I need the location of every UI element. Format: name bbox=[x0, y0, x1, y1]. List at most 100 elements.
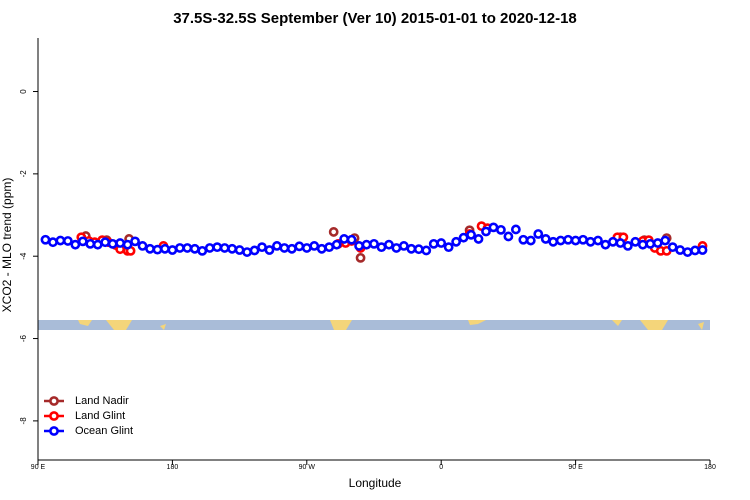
data-point bbox=[272, 241, 282, 251]
data-point bbox=[92, 239, 103, 250]
data-point bbox=[301, 243, 312, 253]
legend-marker bbox=[49, 426, 59, 436]
legend-marker bbox=[49, 411, 59, 421]
x-tick-label: 0 bbox=[439, 464, 443, 471]
data-point bbox=[204, 243, 215, 253]
data-point bbox=[48, 237, 58, 248]
data-point bbox=[690, 245, 700, 256]
data-point bbox=[533, 229, 544, 239]
data-point bbox=[570, 235, 581, 246]
data-point bbox=[600, 239, 611, 250]
y-axis-label: XCO2 - MLO trend (ppm) bbox=[0, 178, 14, 313]
data-point bbox=[107, 238, 118, 249]
data-point bbox=[189, 243, 200, 254]
y-tick-label: -6 bbox=[19, 334, 28, 342]
data-point bbox=[540, 234, 551, 244]
data-point bbox=[212, 242, 223, 253]
data-point bbox=[510, 224, 521, 235]
data-point bbox=[100, 237, 111, 248]
data-point bbox=[309, 241, 320, 251]
data-point bbox=[286, 243, 297, 254]
data-point bbox=[294, 241, 305, 252]
data-point bbox=[421, 245, 432, 256]
data-point bbox=[160, 243, 170, 254]
data-point bbox=[152, 244, 163, 255]
data-point bbox=[182, 243, 193, 253]
y-tick-label: 0 bbox=[19, 89, 28, 94]
legend: Land Nadir Land Glint Ocean Glint bbox=[44, 395, 133, 437]
data-point bbox=[167, 245, 178, 255]
data-point bbox=[70, 239, 81, 250]
map-strip bbox=[38, 320, 710, 330]
legend-marker bbox=[49, 396, 59, 406]
data-point bbox=[346, 234, 357, 245]
data-point bbox=[40, 234, 51, 245]
data-point bbox=[242, 247, 252, 257]
data-point bbox=[328, 227, 339, 237]
data-point bbox=[697, 245, 708, 255]
data-point bbox=[637, 239, 648, 250]
data-point bbox=[451, 236, 462, 247]
x-tick-label: 180 bbox=[167, 464, 179, 471]
x-axis-label: Longitude bbox=[349, 476, 402, 490]
data-point bbox=[563, 234, 574, 245]
data-point bbox=[324, 242, 335, 253]
data-point bbox=[77, 236, 88, 247]
data-point bbox=[369, 238, 379, 249]
data-point bbox=[413, 244, 424, 255]
data-point bbox=[354, 241, 364, 251]
data-point bbox=[555, 235, 566, 246]
data-point bbox=[585, 236, 596, 247]
legend-label: Ocean Glint bbox=[75, 425, 133, 437]
data-point bbox=[608, 236, 618, 247]
data-point bbox=[466, 229, 476, 240]
data-point bbox=[481, 226, 491, 237]
data-point bbox=[331, 239, 342, 250]
data-point bbox=[593, 235, 603, 246]
data-point bbox=[525, 235, 536, 246]
data-point bbox=[503, 231, 514, 242]
data-point bbox=[219, 243, 230, 253]
y-tick-label: -8 bbox=[19, 417, 28, 425]
data-point bbox=[473, 234, 484, 244]
data-point bbox=[443, 242, 454, 253]
x-tick-label: 90 E bbox=[568, 464, 583, 471]
data-point bbox=[675, 245, 686, 255]
data-point bbox=[667, 242, 678, 253]
x-tick-label: 90 E bbox=[31, 464, 46, 471]
data-point bbox=[115, 238, 126, 248]
data-point bbox=[398, 241, 409, 251]
data-point bbox=[458, 232, 469, 243]
data-point bbox=[615, 238, 626, 248]
y-tick-label: -4 bbox=[19, 252, 28, 260]
data-point bbox=[376, 242, 387, 253]
data-point bbox=[406, 243, 417, 254]
data-point bbox=[488, 222, 499, 233]
legend-label: Land Glint bbox=[75, 410, 125, 422]
data-point bbox=[682, 247, 693, 257]
data-point bbox=[130, 236, 140, 247]
x-tick-label: 90 W bbox=[299, 464, 316, 471]
data-point bbox=[316, 243, 327, 254]
data-point bbox=[55, 235, 66, 246]
data-point bbox=[518, 234, 529, 245]
data-point bbox=[145, 243, 155, 254]
data-point bbox=[622, 241, 633, 251]
x-tick-label: 180 bbox=[704, 464, 716, 471]
data-point bbox=[339, 234, 350, 244]
data-point bbox=[548, 236, 559, 247]
data-point bbox=[361, 239, 372, 250]
data-point bbox=[355, 252, 366, 263]
data-point bbox=[85, 238, 96, 249]
data-point bbox=[257, 242, 267, 253]
data-point bbox=[279, 243, 290, 253]
data-point bbox=[652, 238, 663, 248]
y-tick-label: -2 bbox=[19, 170, 28, 178]
data-point bbox=[645, 238, 656, 249]
data-point bbox=[660, 235, 671, 246]
data-point bbox=[436, 238, 447, 248]
data-point bbox=[122, 239, 133, 250]
data-point bbox=[249, 245, 260, 256]
data-point bbox=[62, 236, 73, 246]
data-point bbox=[227, 243, 238, 254]
